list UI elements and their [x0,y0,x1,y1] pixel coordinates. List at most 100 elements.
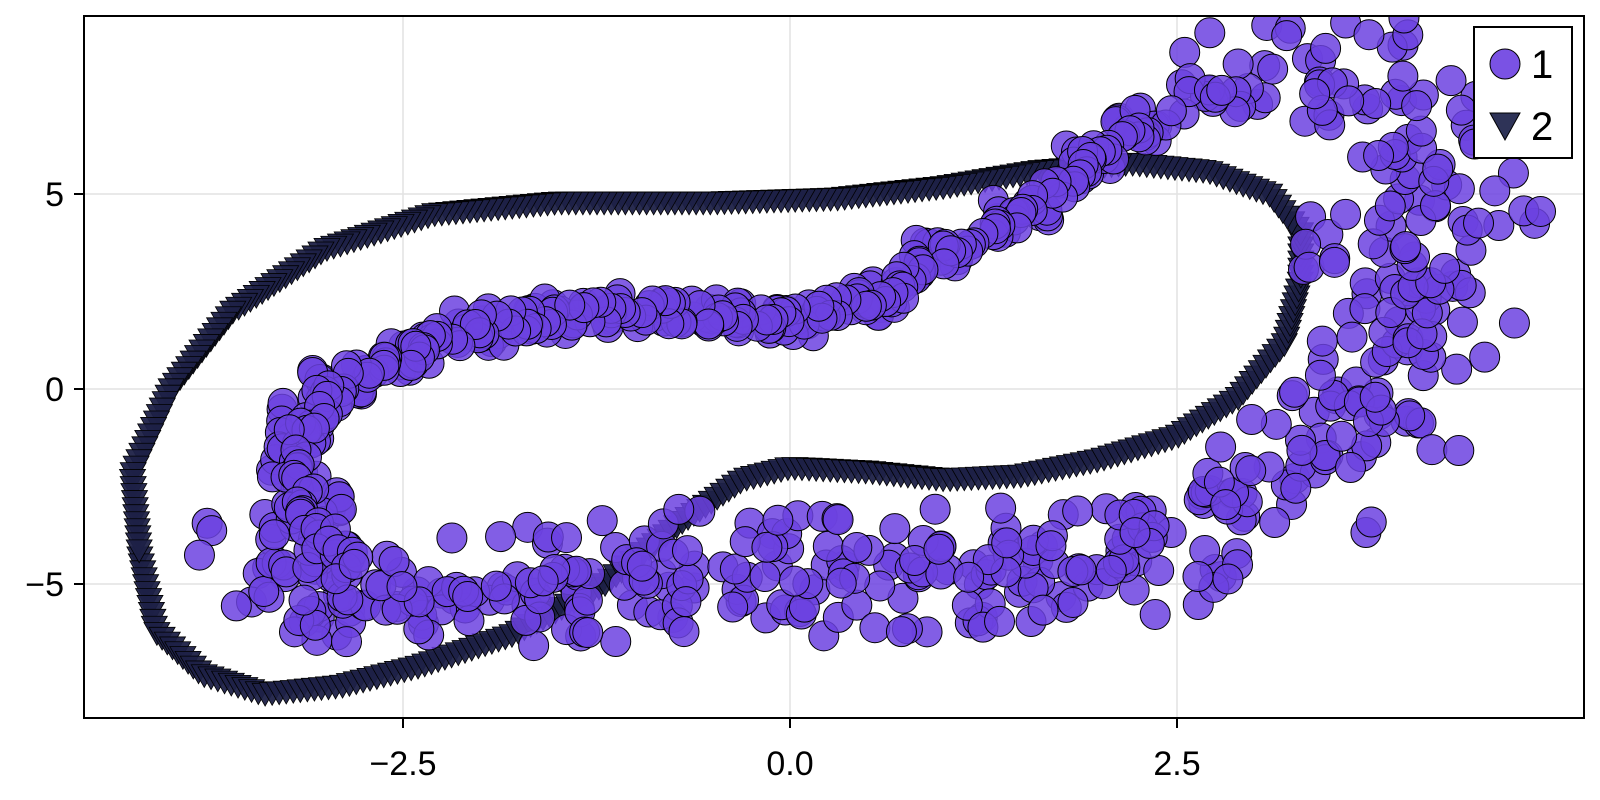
circle-marker [1445,94,1477,126]
circle-marker [1259,507,1291,539]
circle-marker [1143,555,1175,587]
circle-marker [1360,87,1392,119]
circle-marker [1335,452,1367,484]
circle-marker [1182,561,1214,593]
circle-marker [671,535,703,567]
y-tick-label: 0 [45,371,64,409]
circle-marker [1318,246,1350,278]
circle-marker [778,565,810,597]
x-tick-label: −2.5 [369,745,436,783]
circle-marker [1336,321,1368,353]
circle-marker [717,591,749,623]
circle-marker [1429,252,1461,284]
circle-marker [1310,32,1342,64]
circle-marker [1446,306,1478,338]
circle-marker [527,565,559,597]
circle-marker [1206,74,1238,106]
circle-marker [1330,198,1362,230]
circle-marker [459,308,491,340]
circle-marker [859,612,891,644]
circle-marker [953,561,985,593]
circle-marker [985,492,1017,524]
circle-marker [220,590,252,622]
circle-marker [1333,85,1365,117]
circle-marker [1355,506,1387,538]
y-axis: −5 0 5 [25,176,84,604]
circle-marker [822,504,854,536]
circle-marker [1169,36,1201,68]
circle-marker [1469,341,1501,373]
x-tick-label: 0.0 [766,745,813,783]
circle-marker [919,493,951,525]
circle-marker [571,584,603,616]
circle-marker [1279,376,1311,408]
circle-marker [1271,20,1303,52]
circle-marker [480,570,512,602]
circle-marker [386,571,418,603]
circle-marker [1304,359,1336,391]
circle-marker [1257,53,1289,85]
circle-marker [1189,534,1221,566]
circle-marker [1205,431,1237,463]
legend-box [1473,26,1573,159]
circle-marker [1353,19,1385,51]
circle-marker [1210,489,1242,521]
circle-marker [1194,17,1226,49]
circle-marker [1236,404,1268,436]
circle-marker [626,550,658,582]
circle-marker [1359,381,1391,413]
circle-marker [1390,231,1422,263]
circle-marker [551,522,583,554]
circle-marker [288,584,320,616]
circle-marker [1479,175,1511,207]
circle-marker [1525,195,1557,227]
circle-marker [841,531,873,563]
circle-marker [1306,325,1338,357]
circle-marker [1374,190,1406,222]
circle-marker [183,539,215,571]
circle-marker [258,519,290,551]
circle-marker [1286,434,1318,466]
circle-marker [885,616,917,648]
circle-marker [1095,555,1127,587]
circle-marker [1222,48,1254,80]
circle-marker [1422,153,1454,185]
circle-marker [1394,400,1426,432]
y-tick-label: −5 [25,566,64,604]
circle-marker [1139,598,1171,630]
circle-marker [600,625,632,657]
circle-marker [1057,586,1089,618]
circle-marker [1388,16,1420,34]
circle-marker [1443,435,1475,467]
circle-marker [812,530,844,562]
circle-marker [693,308,725,340]
circle-marker [1062,495,1094,527]
circle-marker [1280,472,1312,504]
circle-marker [1326,420,1358,452]
circle-marker [452,581,484,613]
circle-marker [572,617,604,649]
circle-marker [668,616,700,648]
circle-marker [1212,563,1244,595]
circle-marker [670,586,702,618]
circle-marker [751,531,783,563]
circle-marker [1405,115,1437,147]
legend-circle-icon [1489,48,1521,80]
triangle-down-marker [125,539,153,564]
y-tick-label: 5 [45,176,64,214]
circle-marker [762,504,794,536]
circle-marker [1027,594,1059,626]
circle-marker [1299,78,1331,110]
circle-marker [1349,293,1381,325]
circle-marker [1435,65,1467,97]
circle-marker [879,513,911,545]
circle-marker [663,493,695,525]
circle-marker [586,505,618,537]
circle-marker [1441,353,1473,385]
circle-marker [436,522,468,554]
circle-marker [1035,530,1067,562]
circle-marker [991,527,1023,559]
circle-marker [923,533,955,565]
circle-marker [749,561,781,593]
